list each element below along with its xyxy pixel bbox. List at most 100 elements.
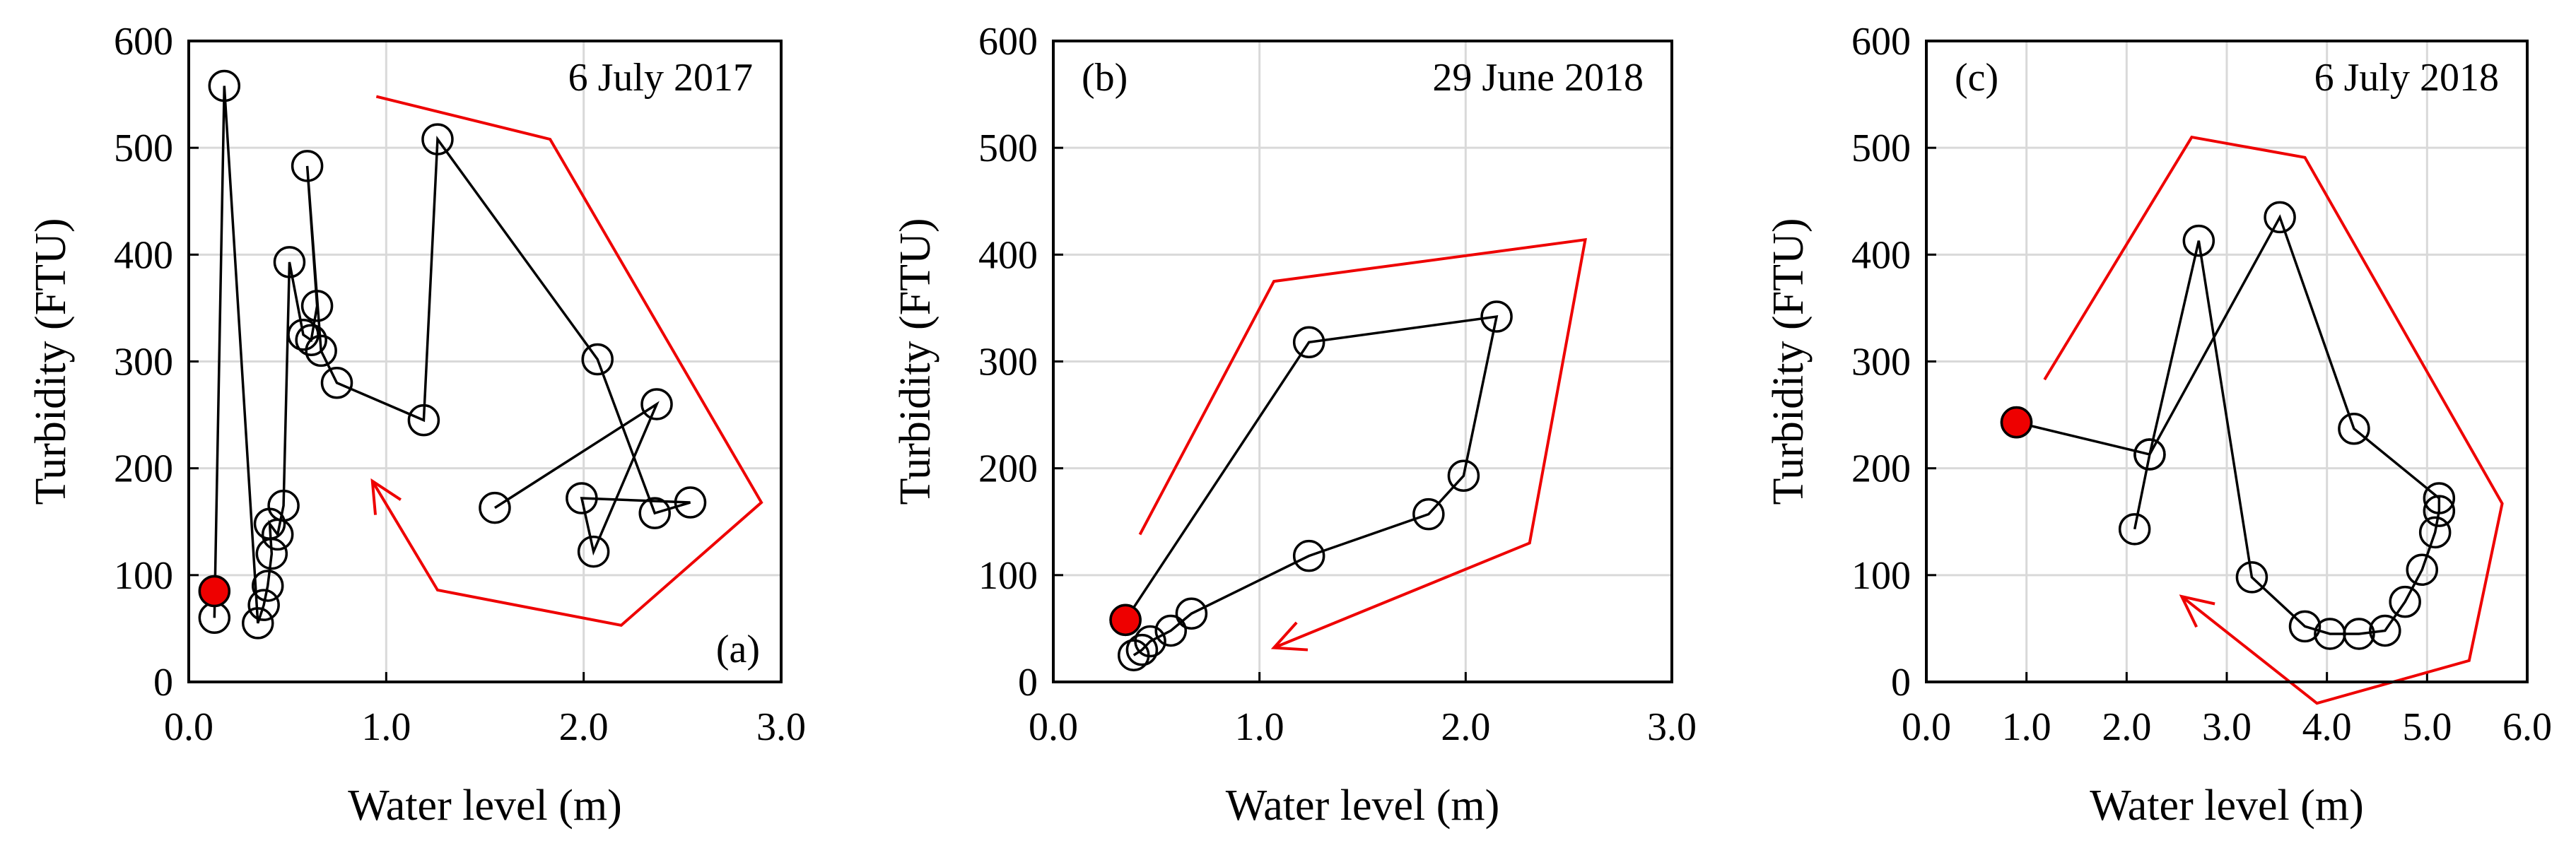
chart-title: 6 July 2018	[2314, 56, 2499, 100]
y-tick-label: 600	[1851, 20, 1911, 64]
x-tick-label: 2.0	[1441, 705, 1490, 749]
data-point	[1175, 597, 1208, 630]
data-point	[247, 589, 280, 621]
y-tick-label: 600	[978, 20, 1038, 64]
y-tick-label: 400	[1851, 233, 1911, 277]
data-point	[1292, 539, 1325, 572]
y-tick-label: 300	[978, 341, 1038, 384]
x-axis-title: Water level (m)	[348, 782, 621, 830]
y-tick-label: 500	[1851, 126, 1911, 170]
data-point	[581, 343, 614, 376]
y-tick-label: 100	[1851, 554, 1911, 598]
y-tick-label: 200	[114, 447, 173, 491]
data-point	[2418, 516, 2452, 549]
panel-c: 0.0 1.0 2.0 3.0 4.0 5.0 6.0 0 100 200 300 400 500 600…	[1764, 20, 2552, 830]
x-tick-label: 1.0	[1235, 705, 1284, 749]
data-point	[273, 246, 306, 278]
data-point	[2118, 513, 2151, 546]
data-point	[295, 324, 327, 357]
chart-title: 6 July 2017	[568, 56, 753, 100]
x-tick-label: 0.0	[1902, 705, 1951, 749]
x-tick-label: 3.0	[1647, 705, 1697, 749]
y-axis-title: Turbidity (FTU)	[1764, 218, 1813, 505]
data-point	[287, 318, 320, 351]
plot-frame	[187, 40, 783, 683]
data-point	[2133, 438, 2166, 471]
x-tick-label: 2.0	[559, 705, 609, 749]
x-axis-title: Water level (m)	[1226, 782, 1499, 830]
data-point	[251, 570, 284, 602]
data-point	[267, 489, 300, 522]
x-tick-label: 1.0	[361, 705, 411, 749]
y-tick-label: 300	[1851, 341, 1911, 384]
data-point	[2182, 224, 2215, 257]
start-point	[2000, 406, 2033, 439]
data-point	[1292, 326, 1325, 359]
panel-label: (b)	[1082, 56, 1128, 100]
panel-label: (a)	[716, 628, 760, 671]
data-point	[2423, 495, 2456, 527]
data-point	[1480, 300, 1513, 333]
x-axis-title: Water level (m)	[2090, 782, 2363, 830]
x-tick-label: 4.0	[2302, 705, 2352, 749]
plot-frame	[1925, 40, 2529, 683]
x-tick-label: 2.0	[2102, 705, 2151, 749]
data-point	[208, 69, 241, 102]
data-point	[242, 607, 274, 640]
y-tick-label: 600	[114, 20, 173, 64]
hysteresis-arrow-line	[2043, 135, 2504, 705]
y-tick-label: 0	[1018, 661, 1038, 705]
y-tick-label: 500	[978, 126, 1038, 170]
data-point	[1447, 459, 1480, 492]
data-point	[2264, 201, 2296, 234]
y-tick-label: 100	[978, 554, 1038, 598]
y-tick-label: 200	[1851, 447, 1911, 491]
data-point	[2235, 561, 2268, 594]
series-line	[2016, 214, 2441, 635]
y-axis-title: Turbidity (FTU)	[27, 218, 75, 505]
hysteresis-arrow-line	[371, 95, 763, 628]
panel-a: 0.0 1.0 2.0 3.0 0 100 200 300 400 500 600 Water lev…	[27, 20, 806, 830]
hysteresis-arrow-line	[1138, 237, 1587, 649]
data-point	[320, 366, 353, 399]
data-point	[479, 491, 511, 524]
hysteresis-arrow-head	[1270, 621, 1309, 652]
data-point	[2423, 482, 2456, 514]
x-tick-label: 1.0	[2002, 705, 2051, 749]
series-line	[213, 86, 691, 624]
data-point	[674, 486, 707, 519]
y-tick-label: 400	[114, 233, 173, 277]
data-point	[2288, 610, 2322, 643]
data-point	[1118, 639, 1150, 671]
x-tick-label: 3.0	[2202, 705, 2252, 749]
panel-b: 0.0 1.0 2.0 3.0 0 100 200 300 400 500 600 Water lev…	[891, 20, 1697, 830]
start-point	[198, 575, 231, 608]
data-point	[305, 334, 337, 367]
x-tick-label: 0.0	[1029, 705, 1078, 749]
data-point	[1412, 497, 1445, 531]
data-point	[640, 388, 673, 420]
y-axis-title: Turbidity (FTU)	[891, 218, 939, 505]
data-point	[2406, 553, 2438, 587]
y-tick-label: 0	[153, 661, 173, 705]
data-point	[638, 497, 671, 529]
data-point	[577, 535, 610, 568]
plot-frame	[1052, 40, 1673, 683]
x-tick-label: 6.0	[2502, 705, 2552, 749]
data-point	[1125, 633, 1159, 666]
data-point	[291, 150, 324, 182]
data-point	[566, 482, 598, 514]
hysteresis-arrow-head	[370, 478, 402, 515]
x-tick-label: 0.0	[164, 705, 213, 749]
y-tick-label: 400	[978, 233, 1038, 277]
data-point	[407, 404, 440, 437]
data-point	[1154, 614, 1187, 647]
y-tick-label: 500	[114, 126, 173, 170]
data-point	[2389, 585, 2421, 618]
start-point	[1109, 603, 1142, 637]
y-tick-label: 100	[114, 554, 173, 598]
data-point	[2338, 412, 2370, 445]
data-point	[2343, 618, 2375, 650]
chart-title: 29 June 2018	[1432, 56, 1644, 100]
